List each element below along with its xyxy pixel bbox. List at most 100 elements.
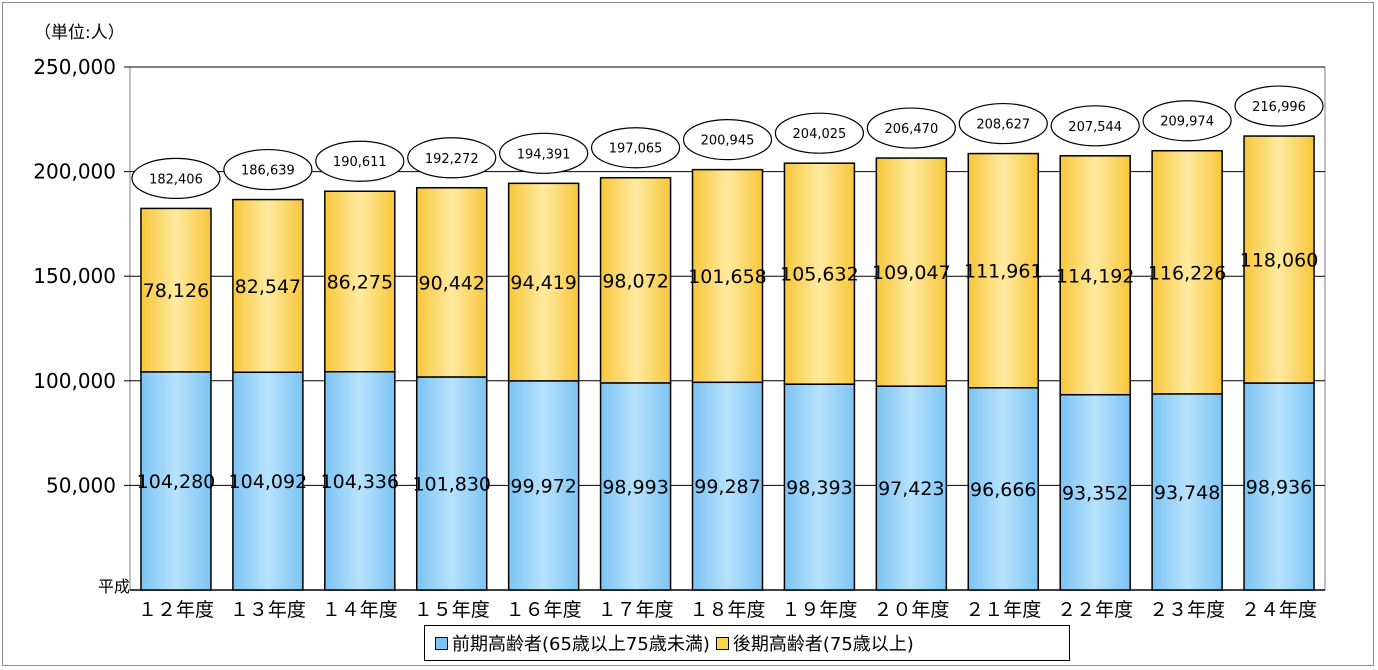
bar-late	[324, 190, 396, 373]
bar-late	[875, 157, 948, 387]
bar-label-late: 116,226	[1148, 262, 1227, 284]
bar-label-early: 97,423	[878, 478, 944, 500]
total-callout	[958, 102, 1048, 145]
bar-label-early: 98,993	[602, 476, 668, 498]
bar-label-early: 93,352	[1062, 482, 1128, 504]
bar-label-late: 94,419	[510, 272, 576, 294]
y-tick-label: 100,000	[33, 369, 116, 393]
bar-late	[1059, 155, 1131, 396]
bar-label-late: 90,442	[418, 272, 484, 294]
x-tick-label: １９年度	[781, 599, 857, 621]
unit-label: （単位:人）	[34, 23, 125, 43]
bar-label-late: 86,275	[327, 271, 393, 293]
bar-early	[507, 380, 580, 591]
bar-label-early: 96,666	[970, 479, 1036, 501]
y-tick-label: 50,000	[46, 473, 116, 497]
x-tick-label: ２０年度	[873, 599, 949, 621]
y-tick-label: 150,000	[33, 264, 116, 288]
bar-late	[415, 187, 488, 378]
legend-item-late: 後期高齢者(75歳以上)	[715, 630, 914, 656]
bar-label-early: 104,336	[321, 471, 400, 493]
bar-late	[967, 152, 1040, 389]
bar-label-late: 114,192	[1056, 265, 1135, 287]
x-tick-label: １５年度	[414, 599, 490, 621]
total-label: 194,391	[517, 147, 571, 162]
bar-label-early: 104,280	[137, 471, 216, 493]
total-callout	[682, 119, 773, 161]
total-label: 204,025	[793, 127, 847, 142]
bar-late	[783, 162, 856, 385]
bar-label-late: 82,547	[235, 276, 301, 298]
x-tick-label: １３年度	[230, 599, 306, 621]
bar-early	[324, 370, 396, 591]
y-tick-label: 250,000	[33, 55, 116, 79]
bar-early	[232, 371, 304, 591]
bar-label-late: 78,126	[143, 280, 209, 302]
bar-early	[967, 387, 1040, 591]
y-tick-label: 200,000	[33, 160, 116, 184]
bar-label-early: 104,092	[229, 471, 308, 493]
bar-label-early: 93,748	[1154, 482, 1220, 504]
bar-early	[1059, 393, 1131, 591]
total-label: 216,996	[1252, 100, 1306, 115]
total-callout	[1234, 85, 1324, 127]
legend: 前期高齢者(65歳以上75歳未満) 後期高齢者(75歳以上)	[424, 625, 1070, 661]
bar-label-late: 105,632	[780, 264, 859, 286]
legend-label-late: 後期高齢者(75歳以上)	[732, 634, 914, 655]
total-label: 208,627	[976, 118, 1030, 133]
x-tick-label: ２３年度	[1149, 599, 1225, 621]
bar-label-late: 111,961	[964, 261, 1043, 283]
x-tick-label: ２４年度	[1241, 599, 1317, 621]
x-tick-label: １４年度	[322, 599, 398, 621]
legend-swatch-late	[715, 636, 729, 650]
bar-late	[691, 168, 764, 384]
total-callout	[315, 140, 405, 182]
total-label: 200,945	[701, 134, 755, 149]
bar-late	[1243, 135, 1315, 384]
bar-late	[507, 182, 580, 382]
bar-early	[415, 376, 488, 591]
bar-late	[599, 176, 672, 384]
bar-early	[1243, 382, 1315, 591]
bar-early	[875, 385, 948, 591]
legend-swatch-early	[435, 636, 448, 650]
bar-label-early: 99,287	[694, 476, 760, 498]
total-label: 192,272	[425, 152, 479, 167]
bar-late	[140, 207, 212, 373]
bar-label-early: 98,936	[1246, 477, 1312, 499]
x-tick-label: １７年度	[598, 599, 674, 621]
total-callout	[1142, 100, 1232, 142]
era-label: 平成	[98, 577, 130, 596]
bar-label-late: 118,060	[1240, 250, 1319, 272]
legend-item-early: 前期高齢者(65歳以上75歳未満)	[435, 630, 710, 656]
x-tick-label: ２２年度	[1057, 599, 1133, 621]
total-label: 190,611	[333, 155, 387, 170]
bar-label-early: 99,972	[510, 475, 576, 497]
bar-label-early: 98,393	[786, 477, 852, 499]
bar-label-late: 109,047	[872, 262, 951, 284]
total-label: 206,470	[884, 122, 938, 137]
x-tick-label: １２年度	[138, 599, 214, 621]
total-label: 209,974	[1160, 115, 1214, 130]
bar-early	[783, 383, 856, 591]
bar-label-early: 101,830	[412, 473, 491, 495]
bar-early	[599, 382, 672, 591]
total-callout	[866, 107, 956, 149]
total-callout	[407, 137, 497, 179]
legend-label-early: 前期高齢者(65歳以上75歳未満)	[452, 634, 710, 655]
total-label: 197,065	[609, 142, 663, 157]
bar-early	[691, 381, 764, 591]
x-tick-label: ２１年度	[965, 599, 1041, 621]
total-label: 182,406	[149, 172, 203, 187]
total-label: 207,544	[1068, 120, 1122, 135]
bar-early	[1151, 393, 1223, 591]
x-tick-label: １８年度	[689, 599, 765, 621]
bar-late	[1151, 149, 1223, 395]
bar-label-late: 98,072	[602, 270, 668, 292]
total-callout	[131, 157, 221, 200]
total-callout	[499, 132, 589, 174]
x-tick-label: １６年度	[506, 599, 582, 621]
bar-early	[140, 371, 212, 591]
bar-label-late: 101,658	[688, 266, 767, 288]
